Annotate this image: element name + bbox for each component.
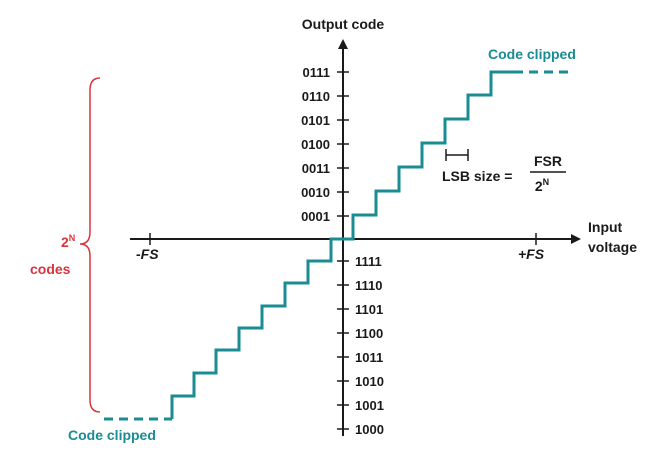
code-label: 0110 bbox=[302, 89, 330, 104]
code-label: 0001 bbox=[301, 209, 330, 224]
code-label: 0111 bbox=[303, 65, 331, 80]
positive-code-labels: 0111 0110 0101 0100 0011 0010 0001 bbox=[301, 65, 330, 224]
code-label: 1000 bbox=[355, 422, 384, 437]
lsb-denominator-base: 2 bbox=[535, 178, 543, 194]
y-axis-title: Output code bbox=[302, 16, 385, 32]
code-label: 1110 bbox=[355, 278, 383, 293]
brace-count: 2N bbox=[61, 233, 75, 250]
code-label: 0011 bbox=[302, 161, 330, 176]
code-label: 1011 bbox=[355, 350, 383, 365]
lsb-size-label: LSB size = bbox=[442, 168, 512, 184]
x-axis-title-line1: Input bbox=[588, 219, 623, 235]
negative-code-labels: 1111 1110 1101 1100 1011 1010 1001 1000 bbox=[355, 254, 384, 437]
code-label: 1100 bbox=[355, 326, 383, 341]
code-label: 0010 bbox=[301, 185, 330, 200]
pos-fs-label: +FS bbox=[518, 246, 545, 262]
code-label: 0101 bbox=[301, 113, 330, 128]
code-clipped-bottom-label: Code clipped bbox=[68, 427, 156, 443]
lsb-denominator: 2N bbox=[535, 177, 549, 194]
brace-count-exponent: N bbox=[69, 233, 76, 243]
lsb-denominator-exponent: N bbox=[543, 177, 550, 187]
code-label: 1111 bbox=[355, 254, 382, 269]
transfer-staircase bbox=[170, 70, 514, 419]
lsb-annotation: LSB size = FSR 2N bbox=[442, 149, 566, 194]
code-label: 1001 bbox=[355, 398, 384, 413]
negative-code-ticks bbox=[337, 260, 349, 430]
brace-count-base: 2 bbox=[61, 234, 69, 250]
positive-code-ticks bbox=[337, 71, 349, 217]
code-clipped-top-label: Code clipped bbox=[488, 46, 576, 62]
code-label: 1010 bbox=[355, 374, 384, 389]
code-label: 1101 bbox=[355, 302, 383, 317]
lsb-numerator: FSR bbox=[534, 153, 562, 169]
codes-brace bbox=[79, 77, 101, 413]
x-axis-title-line2: voltage bbox=[588, 239, 637, 255]
neg-fs-label: -FS bbox=[136, 246, 159, 262]
code-label: 0100 bbox=[301, 137, 330, 152]
brace-codes-word: codes bbox=[30, 261, 71, 277]
